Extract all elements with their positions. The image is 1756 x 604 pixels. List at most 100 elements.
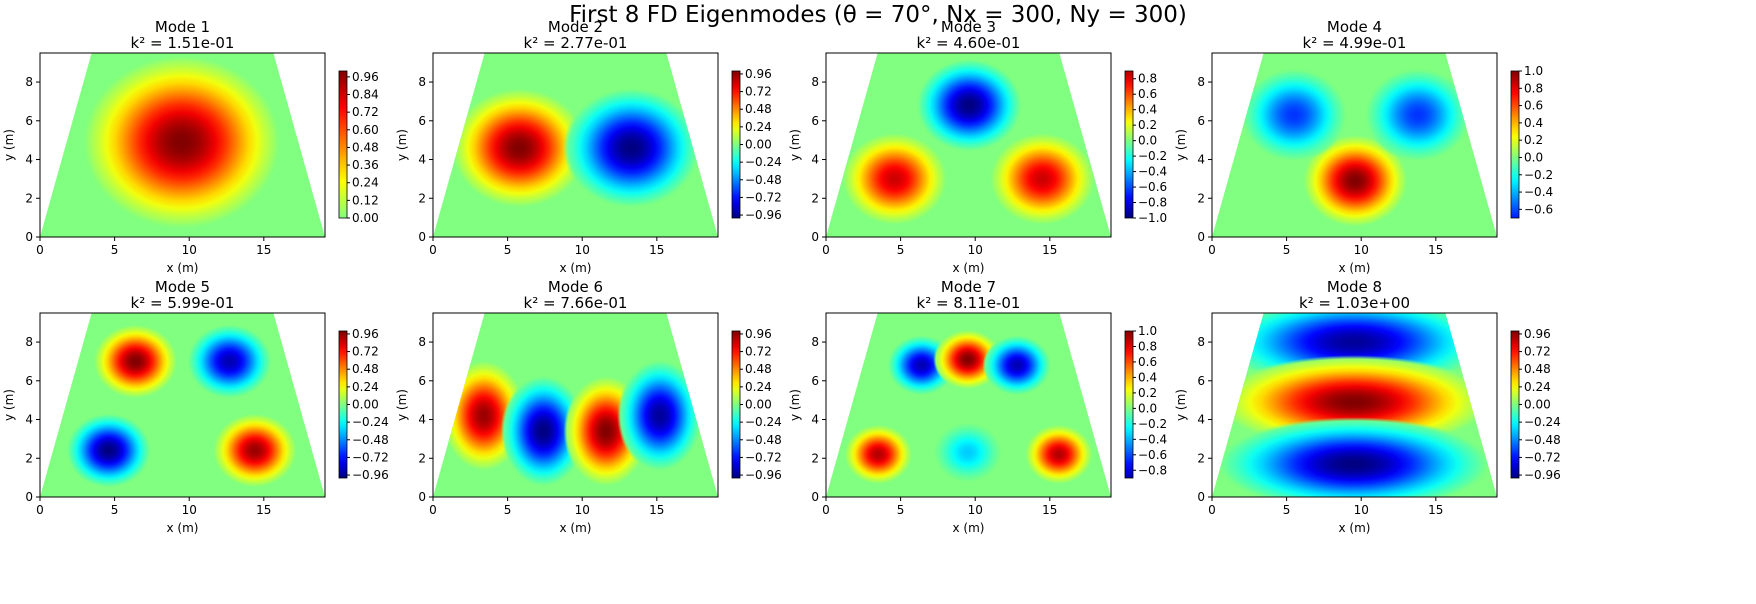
x-tick-label: 15 [1042,243,1057,257]
y-tick-label: 8 [1197,335,1205,349]
y-axis-label: y (m) [1174,129,1188,161]
colorbar-tick-label: −0.4 [1138,165,1167,179]
colorbar-tick-label: 0.0 [1524,150,1543,164]
colorbar-tick-label: 0.96 [352,70,379,84]
colorbar-tick-label: −0.48 [745,433,782,447]
x-axis-label: x (m) [560,521,592,535]
x-tick-label: 0 [822,243,830,257]
colorbar-tick-label: 0.48 [352,362,379,376]
mode-field [433,53,718,237]
subplot-mode-6: Mode 6k² = 7.66e-01 0 5 10 15 x (m) 0 2 4 6 8 y (m)… [395,278,782,535]
x-tick-label: 10 [1354,243,1369,257]
colorbar-tick-label: 0.4 [1138,103,1157,117]
mode-extremum [933,422,1003,483]
colorbar-tick-label: 0.0 [1138,134,1157,148]
y-tick-label: 4 [1197,413,1205,427]
y-tick-label: 6 [811,114,819,128]
y-tick-label: 6 [811,374,819,388]
y-tick-label: 2 [1197,451,1205,465]
y-tick-label: 0 [1197,230,1205,244]
x-tick-label: 15 [1428,243,1443,257]
axes-frame [432,52,719,238]
y-tick-label: 8 [418,75,426,89]
x-tick-label: 10 [968,243,983,257]
x-tick-label: 0 [36,243,44,257]
y-tick-label: 2 [418,191,426,205]
colorbar-tick-label: 0.72 [1524,345,1551,359]
colorbar-tick-label: −0.4 [1138,432,1167,446]
subplot-title: Mode 4 [1327,18,1382,36]
colorbar-tick-label: 0.60 [352,123,379,137]
subplot-title: Mode 7 [941,278,996,296]
y-axis-label: y (m) [1174,389,1188,421]
mode-extremum [1364,68,1472,162]
mode-field [40,53,325,237]
colorbar: 0.00 0.12 0.24 0.36 0.48 0.60 0.72 0.84 0.96 [338,70,379,225]
x-tick-label: 15 [1428,503,1443,517]
colorbar-tick-label: −0.72 [1524,450,1561,464]
colorbar-tick-label: 0.84 [352,88,379,102]
colorbar-tick-label: 0.8 [1138,72,1157,86]
colorbar-tick-label: 0.6 [1138,87,1157,101]
x-tick-label: 0 [36,503,44,517]
colorbar-tick-label: 0.12 [352,193,379,207]
axes-frame [1211,52,1498,238]
y-tick-label: 2 [25,451,33,465]
colorbar-gradient [338,330,348,479]
x-tick-label: 5 [897,243,905,257]
x-tick-label: 0 [1208,503,1216,517]
mode-field [826,313,1111,497]
y-axis-label: y (m) [395,129,409,161]
colorbar-tick-label: −0.96 [745,208,782,222]
colorbar-tick-label: −0.24 [352,415,389,429]
colorbar-tick-label: −0.96 [1524,468,1561,482]
axes-frame [825,52,1112,238]
colorbar-tick-label: −0.8 [1138,196,1167,210]
y-tick-label: 4 [25,413,33,427]
x-tick-label: 15 [649,243,664,257]
y-tick-label: 2 [811,191,819,205]
y-tick-label: 4 [25,153,33,167]
mode-extremum [450,87,589,209]
colorbar-tick-label: −0.6 [1524,202,1553,216]
y-axis-label: y (m) [2,389,16,421]
y-tick-label: 8 [418,335,426,349]
x-tick-label: 15 [256,243,271,257]
colorbar: −0.96 −0.72 −0.48 −0.24 0.00 0.24 0.48 0.72 0.96 [731,67,782,222]
colorbar-gradient [731,330,741,479]
colorbar-tick-label: 0.96 [745,327,772,341]
y-axis-label: y (m) [2,129,16,161]
subplot-subtitle: k² = 7.66e-01 [524,294,628,312]
colorbar-tick-label: 0.36 [352,158,379,172]
x-tick-label: 5 [504,503,512,517]
colorbar-tick-label: −0.96 [745,468,782,482]
colorbar: −0.96 −0.72 −0.48 −0.24 0.00 0.24 0.48 0.72 0.96 [1510,327,1561,482]
colorbar-tick-label: 0.00 [745,398,772,412]
y-tick-label: 6 [25,114,33,128]
x-axis-label: x (m) [953,261,985,275]
y-tick-label: 6 [418,374,426,388]
subplot-subtitle: k² = 1.51e-01 [131,34,235,52]
y-tick-label: 0 [25,230,33,244]
colorbar-tick-label: −0.24 [745,415,782,429]
x-axis-label: x (m) [167,521,199,535]
mode-extremum [1024,424,1094,485]
colorbar-tick-label: −0.8 [1138,463,1167,477]
x-tick-label: 15 [649,503,664,517]
colorbar-tick-label: 0.24 [352,176,379,190]
colorbar-gradient [1510,330,1520,479]
y-tick-label: 4 [418,413,426,427]
subplot-title: Mode 6 [548,278,603,296]
colorbar-tick-label: −0.72 [745,450,782,464]
x-tick-label: 0 [429,503,437,517]
x-tick-label: 5 [1283,243,1291,257]
colorbar-tick-label: 0.6 [1524,99,1543,113]
subplot-title: Mode 2 [548,18,603,36]
mode-extremum [915,58,1023,153]
y-tick-label: 4 [811,153,819,167]
y-tick-label: 0 [811,490,819,504]
subplot-mode-4: Mode 4k² = 4.99e-01 0 5 10 15 x (m) 0 2 4 6 8 y (m)… [1174,18,1553,275]
mode-extremum [92,323,179,399]
y-tick-label: 2 [418,451,426,465]
